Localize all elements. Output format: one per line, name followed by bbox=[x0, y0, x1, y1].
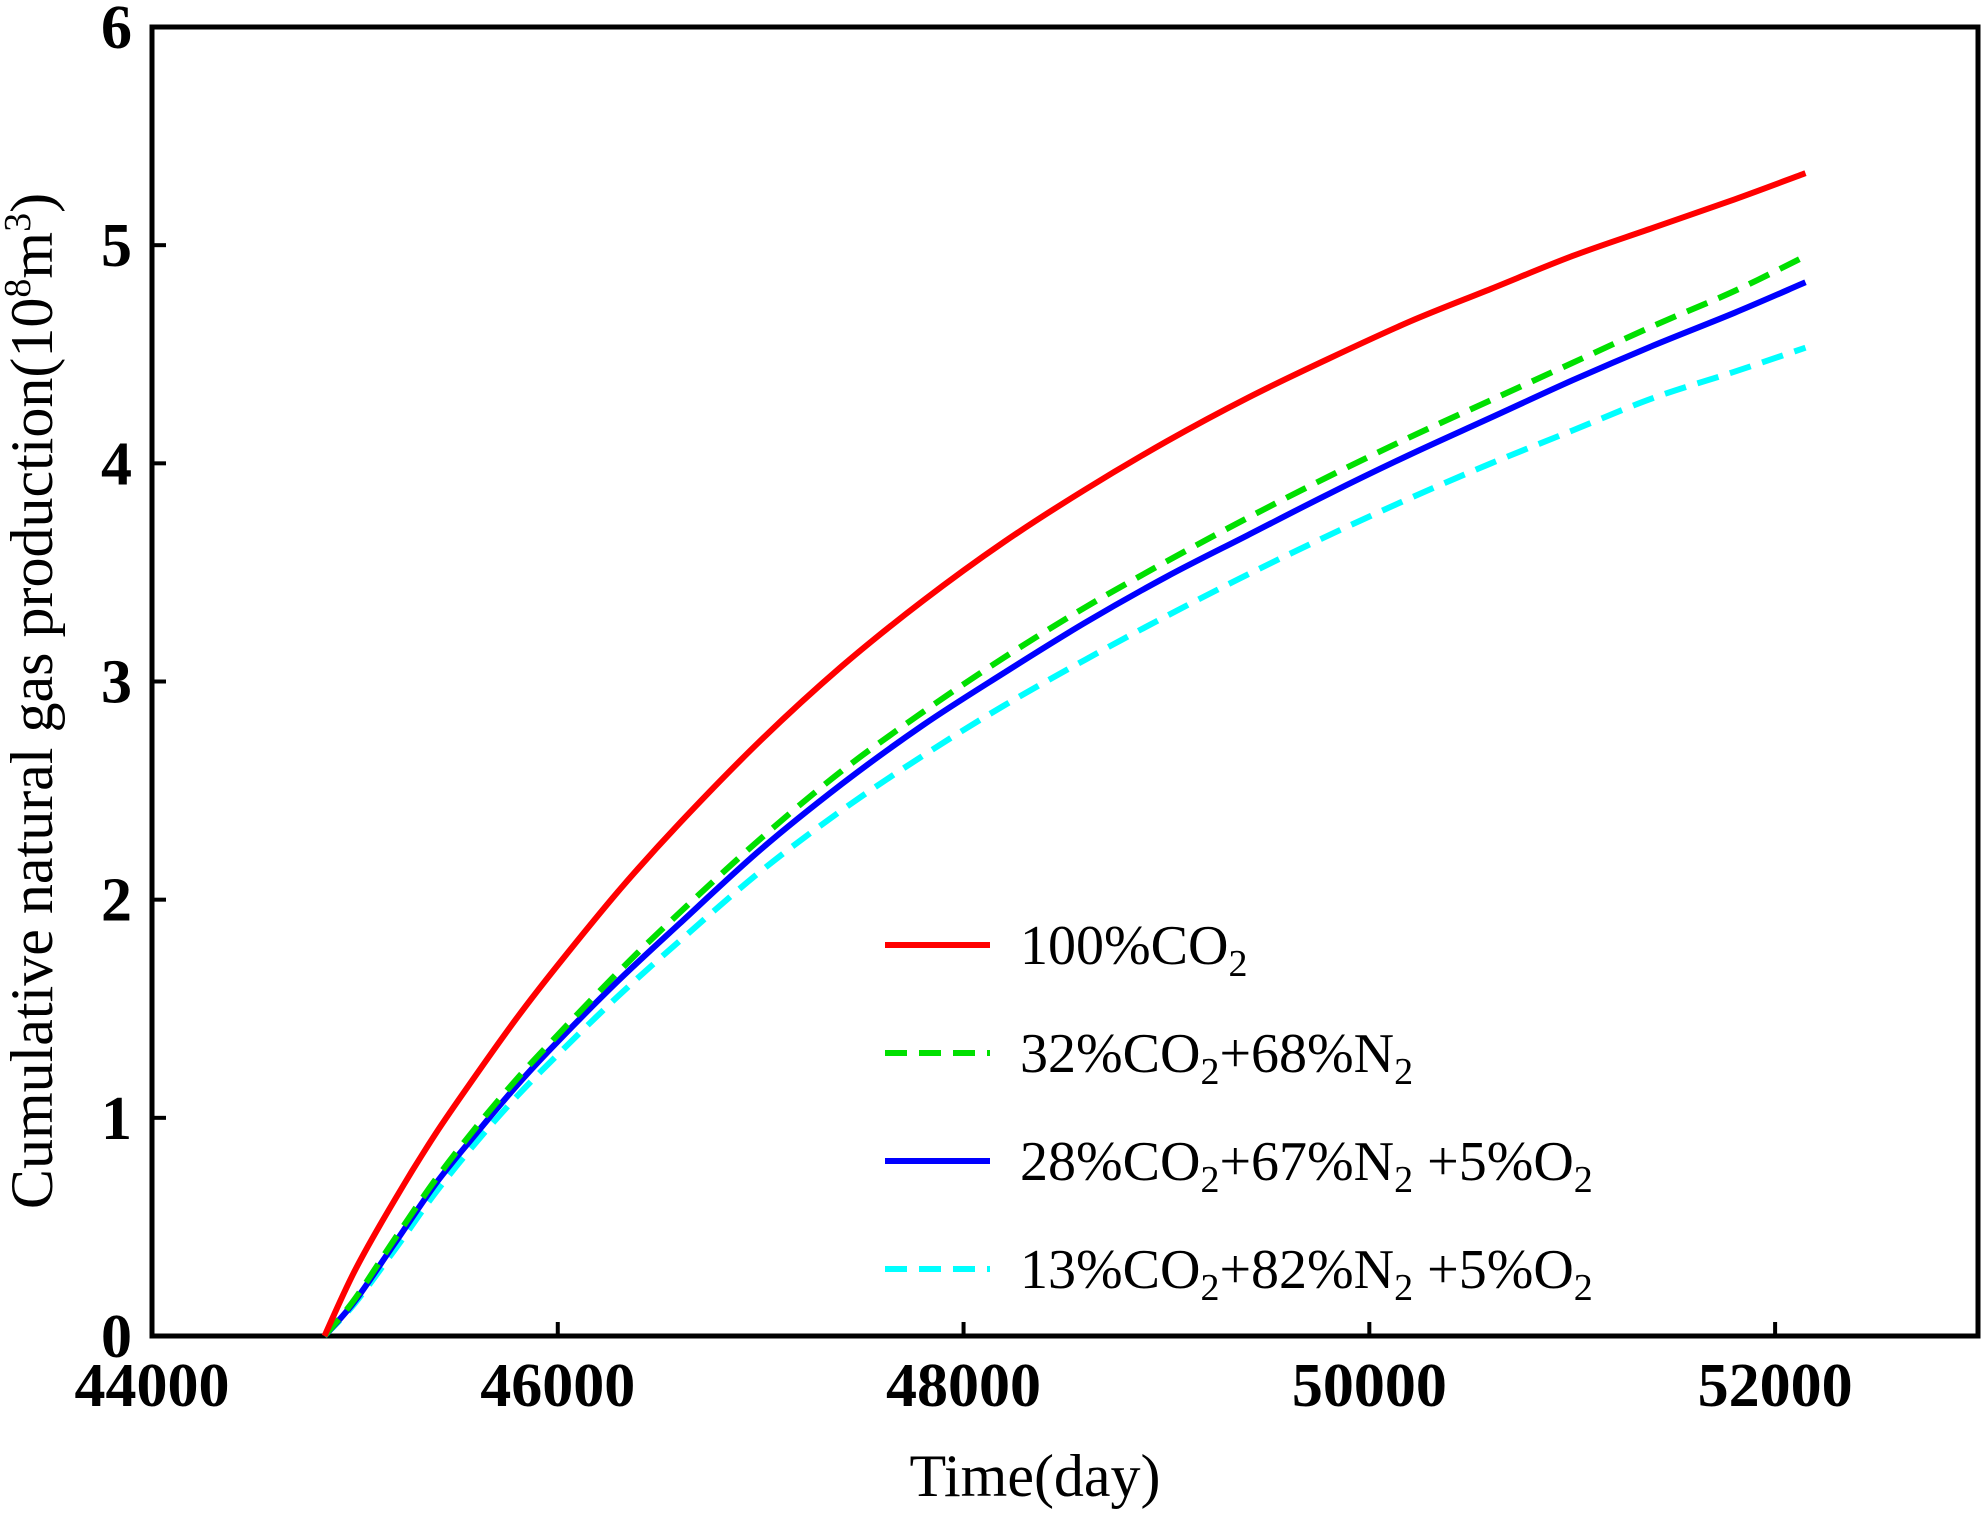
legend-label: 13%CO2+82%N2 +5%O2 bbox=[1020, 1239, 1593, 1309]
series-line bbox=[322, 344, 1807, 1339]
legend-label: 32%CO2+68%N2 bbox=[1020, 1023, 1413, 1093]
y-tick-label: 3 bbox=[101, 649, 132, 717]
x-tick-label: 50000 bbox=[1292, 1352, 1447, 1420]
y-axis-title-suffix: ) bbox=[0, 193, 65, 213]
y-axis-title-mid: m bbox=[0, 232, 65, 279]
legend-label: 100%CO2 bbox=[1020, 915, 1247, 985]
ticks-layer: 44000 46000 48000 50000 52000 0 1 2 3 4 5 6 bbox=[75, 0, 1853, 1420]
y-tick-label: 5 bbox=[101, 212, 132, 280]
y-axis-title-sup1: 8 bbox=[0, 279, 39, 298]
y-axis-title: Cumulative natural gas production(108m3) bbox=[0, 193, 65, 1209]
y-axis-title-sup2: 3 bbox=[0, 213, 39, 232]
x-tick-label: 44000 bbox=[75, 1352, 230, 1420]
series-line bbox=[322, 253, 1807, 1338]
series-line bbox=[321, 170, 1807, 1338]
x-tick-label: 52000 bbox=[1698, 1352, 1853, 1420]
series-line bbox=[322, 279, 1807, 1338]
x-tick-label: 46000 bbox=[480, 1352, 635, 1420]
legend-label: 28%CO2+67%N2 +5%O2 bbox=[1020, 1131, 1593, 1201]
x-tick-label: 48000 bbox=[886, 1352, 1041, 1420]
x-axis-title: Time(day) bbox=[909, 1443, 1160, 1509]
y-tick-label: 4 bbox=[101, 430, 132, 498]
y-axis-title-prefix: Cumulative natural gas production(10 bbox=[0, 298, 65, 1209]
y-tick-label: 2 bbox=[101, 867, 132, 935]
series-layer bbox=[321, 170, 1807, 1339]
y-tick-label: 6 bbox=[101, 0, 132, 62]
legend: 100%CO2 32%CO2+68%N2 28%CO2+67%N2 +5%O2 13%… bbox=[885, 915, 1593, 1309]
y-tick-label: 0 bbox=[101, 1303, 132, 1371]
y-tick-label: 1 bbox=[101, 1085, 132, 1153]
